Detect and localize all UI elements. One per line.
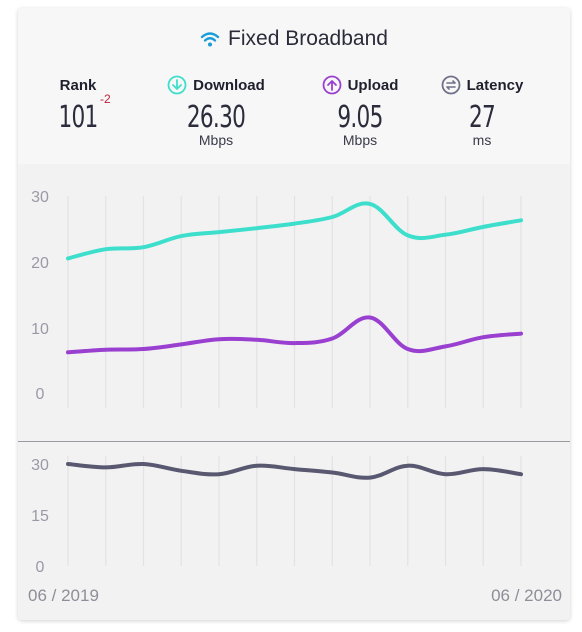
latency-value: 27: [468, 100, 496, 135]
title-row: Fixed Broadband: [18, 24, 570, 54]
latency-unit: ms: [472, 132, 492, 148]
download-arrow-icon: [167, 75, 187, 95]
upload-label: Upload: [347, 76, 399, 94]
card-title: Fixed Broadband: [228, 27, 388, 50]
card-header: Fixed Broadband Rank 101 -2 Download 26.…: [18, 8, 570, 164]
download-line: [66, 201, 523, 261]
charts-svg: 30 20 10 0 30 15 0: [31, 189, 523, 576]
series-lines: [66, 201, 523, 480]
vertical-gridlines: [67, 196, 522, 566]
latency-label: Latency: [466, 76, 524, 94]
chart-divider: [18, 441, 570, 442]
x-label-start: 06 / 2019: [28, 586, 99, 605]
speed-y-tick-0: 0: [36, 386, 45, 403]
speed-y-tick-10: 10: [31, 321, 49, 338]
x-label-end: 06 / 2020: [491, 586, 562, 605]
fixed-broadband-card: Fixed Broadband Rank 101 -2 Download 26.…: [18, 8, 570, 620]
latency-y-tick-0: 0: [36, 559, 45, 576]
download-unit: Mbps: [198, 132, 234, 148]
rank-label: Rank: [59, 76, 97, 94]
speed-y-tick-20: 20: [31, 255, 49, 272]
upload-metric: Upload 9.05 Mbps: [300, 74, 420, 148]
upload-arrow-icon: [322, 75, 341, 95]
latency-y-tick-15: 15: [31, 508, 49, 525]
speed-y-tick-30: 30: [31, 189, 49, 206]
upload-unit: Mbps: [342, 132, 378, 148]
latency-metric: Latency 27 ms: [422, 74, 542, 148]
download-metric: Download 26.30 Mbps: [156, 74, 276, 148]
y-axis-ticks: 30 20 10 0 30 15 0: [31, 189, 49, 576]
upload-value: 9.05: [337, 100, 383, 135]
rank-metric: Rank 101: [18, 74, 138, 138]
wifi-icon: [200, 32, 220, 47]
latency-y-tick-30: 30: [31, 457, 49, 474]
rank-change: -2: [100, 92, 111, 106]
rank-value: 101: [58, 100, 98, 135]
download-value: 26.30: [186, 100, 246, 135]
latency-icon: [441, 75, 461, 95]
download-label: Download: [193, 76, 265, 94]
latency-line: [66, 461, 523, 480]
upload-line: [66, 315, 523, 355]
